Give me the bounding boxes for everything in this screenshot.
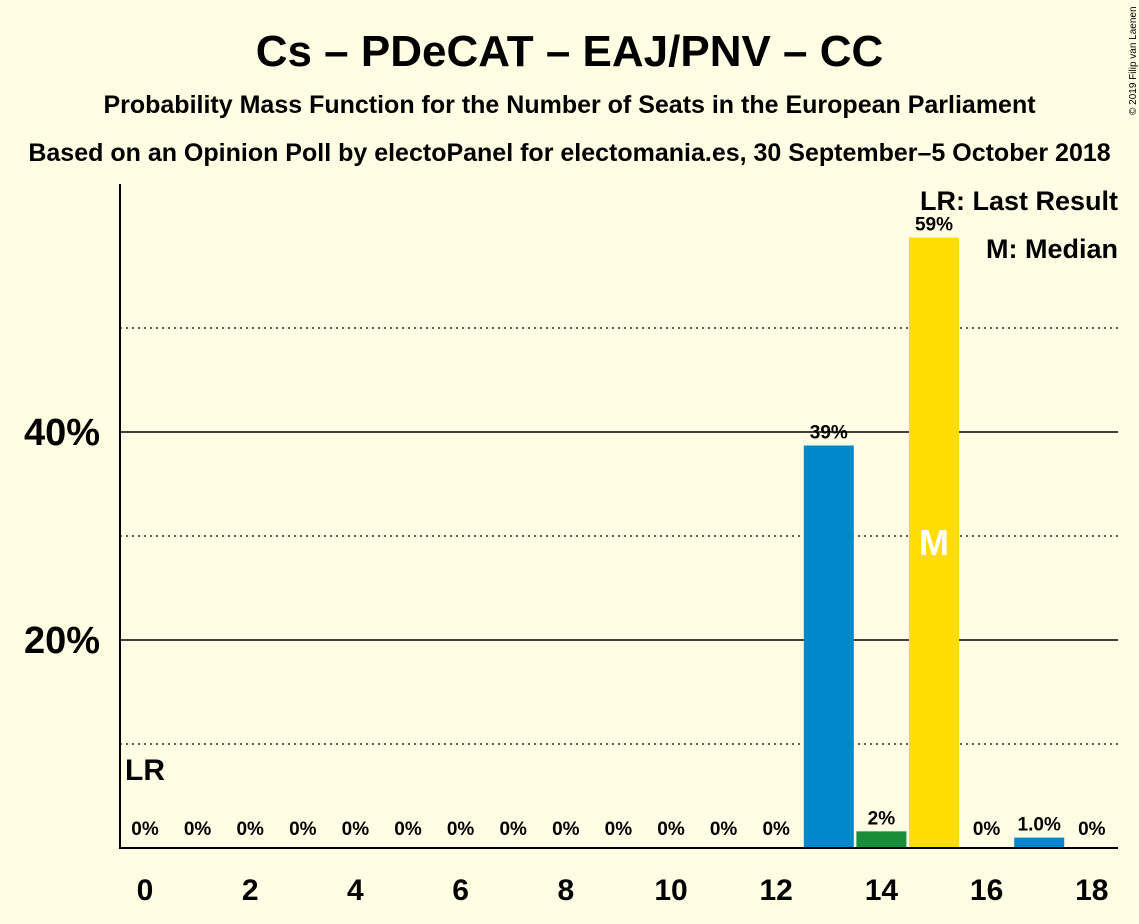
value-label: 59% [915, 215, 953, 236]
value-label: 0% [342, 819, 370, 840]
y-tick-label: 20% [24, 620, 100, 662]
x-tick-label: 6 [452, 874, 469, 907]
legend-last-result: LR: Last Result [920, 186, 1118, 216]
bar-seat-14 [856, 831, 907, 848]
median-marker: M [919, 522, 949, 563]
bar-seat-15 [909, 237, 959, 848]
value-label: 0% [1078, 819, 1106, 840]
legend-median: M: Median [986, 234, 1118, 264]
chart-source-line: Based on an Opinion Poll by electoPanel … [28, 139, 1110, 167]
value-label: 0% [289, 819, 317, 840]
x-tick-label: 10 [654, 874, 687, 907]
x-tick-label: 18 [1075, 874, 1108, 907]
x-tick-label: 12 [760, 874, 793, 907]
chart-title: Cs – PDeCAT – EAJ/PNV – CC [256, 27, 884, 76]
value-label: 0% [552, 819, 580, 840]
x-tick-label: 4 [347, 874, 364, 907]
value-label: 0% [447, 819, 475, 840]
x-tick-label: 0 [137, 874, 154, 907]
last-result-marker: LR [125, 754, 165, 787]
value-label: 0% [710, 819, 738, 840]
value-label: 0% [657, 819, 685, 840]
chart-subtitle: Probability Mass Function for the Number… [103, 91, 1036, 119]
value-label: 0% [499, 819, 527, 840]
x-tick-label: 16 [970, 874, 1003, 907]
value-label: 0% [762, 819, 790, 840]
y-tick-label: 40% [24, 412, 100, 454]
value-label: 39% [810, 423, 848, 444]
value-label: 0% [236, 819, 264, 840]
value-label: 1.0% [1018, 815, 1061, 836]
copyright-note: © 2019 Filip van Laenen [1128, 6, 1139, 115]
bar-seat-17 [1014, 837, 1065, 848]
value-label: 0% [184, 819, 212, 840]
x-tick-label: 2 [242, 874, 259, 907]
x-tick-label: 14 [865, 874, 899, 907]
x-tick-label: 8 [557, 874, 574, 907]
value-label: 2% [868, 808, 896, 829]
value-label: 0% [605, 819, 633, 840]
bar-seat-13 [803, 445, 854, 848]
value-label: 0% [131, 819, 159, 840]
value-label: 0% [973, 819, 1001, 840]
value-label: 0% [394, 819, 422, 840]
